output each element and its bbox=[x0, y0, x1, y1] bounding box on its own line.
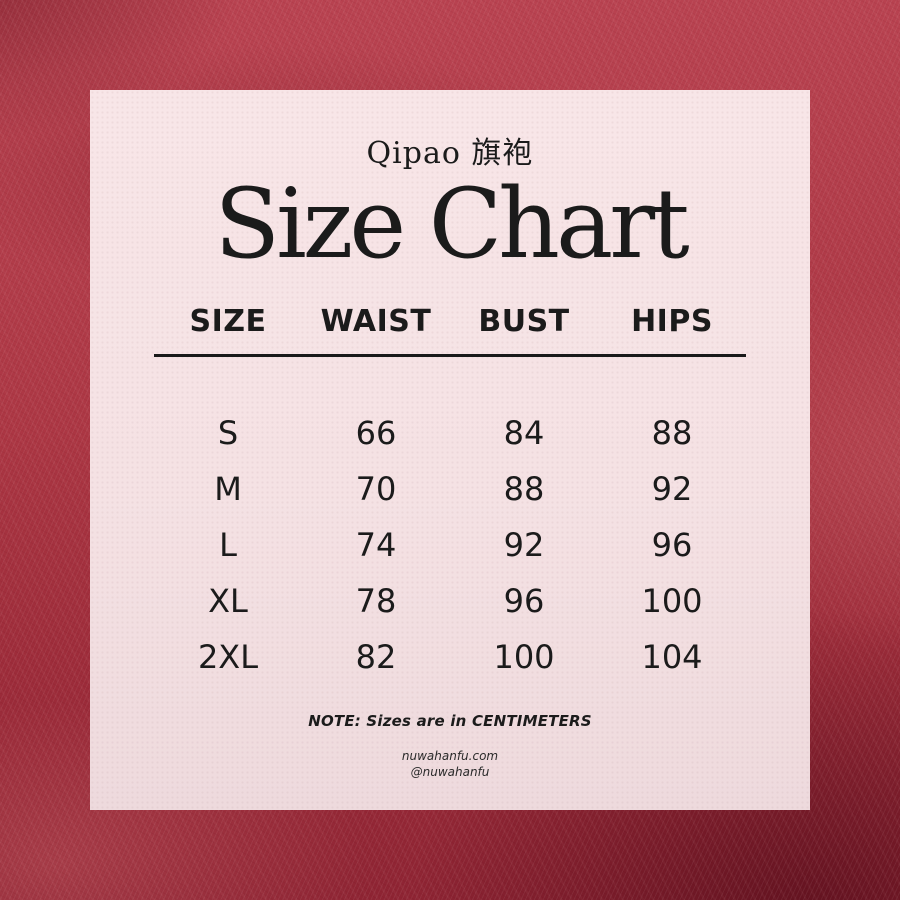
cell-size: 2XL bbox=[197, 638, 259, 676]
units-note: NOTE: Sizes are in CENTIMETERS bbox=[308, 712, 592, 730]
cell-bust: 96 bbox=[503, 582, 545, 620]
cell-waist: 66 bbox=[355, 414, 397, 452]
table-row: 2XL 82 100 104 bbox=[154, 629, 746, 685]
table-row: S 66 84 88 bbox=[154, 405, 746, 461]
column-header-hips: HIPS bbox=[631, 304, 713, 339]
cell-waist: 78 bbox=[355, 582, 397, 620]
cell-hips: 96 bbox=[651, 526, 693, 564]
page-title: Size Chart bbox=[214, 168, 689, 280]
size-chart-card: Qipao 旗袍 Size Chart SIZE WAIST BUST HIPS… bbox=[90, 90, 810, 810]
cell-hips: 92 bbox=[651, 470, 693, 508]
cell-bust: 100 bbox=[493, 638, 555, 676]
cell-waist: 70 bbox=[355, 470, 397, 508]
product-subtitle: Qipao 旗袍 bbox=[366, 136, 534, 171]
cell-bust: 92 bbox=[503, 526, 545, 564]
size-table: SIZE WAIST BUST HIPS S 66 84 88 M 70 88 … bbox=[154, 304, 746, 685]
cell-size: M bbox=[214, 470, 242, 508]
cell-bust: 88 bbox=[503, 470, 545, 508]
website-text: nuwahanfu.com bbox=[401, 749, 499, 763]
cell-waist: 74 bbox=[355, 526, 397, 564]
cell-size: L bbox=[219, 526, 237, 564]
cell-hips: 88 bbox=[651, 414, 693, 452]
social-handle-text: @nuwahanfu bbox=[410, 764, 490, 779]
table-row: L 74 92 96 bbox=[154, 517, 746, 573]
cell-waist: 82 bbox=[355, 638, 397, 676]
cell-hips: 104 bbox=[641, 638, 703, 676]
table-row: XL 78 96 100 bbox=[154, 573, 746, 629]
column-header-waist: WAIST bbox=[320, 304, 432, 339]
column-header-size: SIZE bbox=[189, 304, 267, 339]
cell-size: S bbox=[217, 414, 239, 452]
table-body: S 66 84 88 M 70 88 92 L 74 92 96 XL 78 9… bbox=[154, 405, 746, 685]
cell-hips: 100 bbox=[641, 582, 703, 620]
column-header-bust: BUST bbox=[478, 304, 570, 339]
brand-credits: nuwahanfu.com @nuwahanfu bbox=[90, 749, 810, 780]
table-header-row: SIZE WAIST BUST HIPS bbox=[154, 304, 746, 357]
table-row: M 70 88 92 bbox=[154, 461, 746, 517]
cell-bust: 84 bbox=[503, 414, 545, 452]
cell-size: XL bbox=[208, 582, 248, 620]
